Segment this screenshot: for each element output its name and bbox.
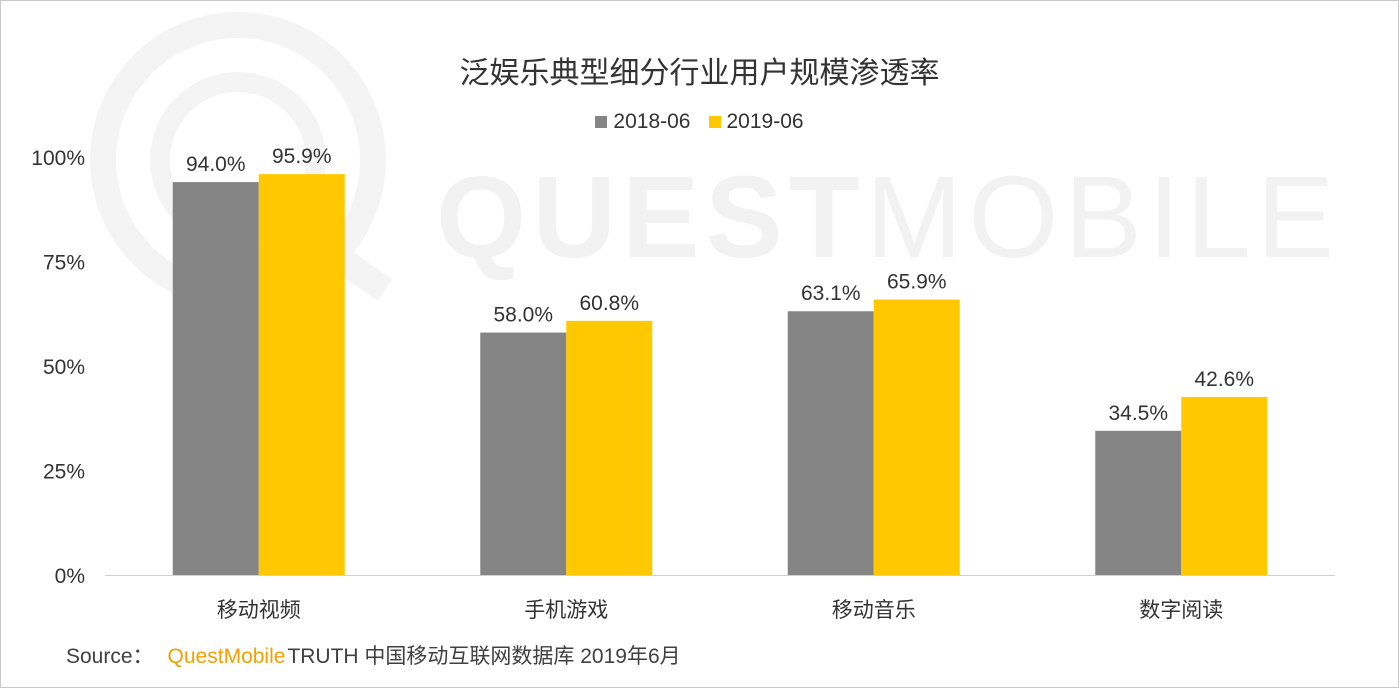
x-tick-label: 数字阅读 (1139, 598, 1223, 622)
x-tick-label: 移动视频 (217, 598, 301, 622)
data-label: 58.0% (493, 304, 553, 327)
legend-item-2019: 2019-06 (708, 110, 804, 134)
bar (787, 311, 874, 575)
data-label: 60.8% (579, 292, 639, 315)
source-brand: QuestMobile (167, 645, 286, 668)
y-tick-label: 50% (43, 356, 85, 379)
legend-label-2019: 2019-06 (726, 110, 804, 133)
data-label: 63.1% (801, 282, 861, 305)
y-tick-label: 100% (31, 147, 85, 170)
legend-swatch-2019 (708, 116, 721, 128)
bar (1181, 396, 1268, 575)
chart-legend: 2018-06 2019-06 (0, 110, 1399, 134)
y-tick-label: 25% (43, 461, 85, 484)
legend-swatch-2018 (595, 116, 608, 128)
legend-label-2018: 2018-06 (613, 110, 691, 133)
y-tick-label: 75% (43, 252, 85, 275)
source-label: Source： (66, 645, 154, 668)
bar (480, 332, 567, 575)
bar (172, 182, 259, 575)
data-label: 95.9% (272, 145, 332, 168)
data-label: 94.0% (186, 153, 246, 176)
bar (566, 320, 653, 575)
bar (258, 174, 345, 575)
chart-title: 泛娱乐典型细分行业用户规模渗透率 (459, 56, 940, 91)
legend-item-2018: 2018-06 (595, 110, 691, 134)
y-tick-label: 0% (55, 565, 85, 588)
bar (1095, 430, 1182, 575)
bar (873, 299, 960, 575)
source-line: Source： QuestMobileTRUTH 中国移动互联网数据库 2019年… (66, 640, 681, 670)
source-text: TRUTH 中国移动互联网数据库 2019年6月 (287, 645, 681, 668)
x-tick-label: 移动音乐 (832, 598, 916, 622)
data-label: 65.9% (887, 271, 947, 294)
data-label: 34.5% (1108, 402, 1168, 425)
data-label: 42.6% (1194, 368, 1254, 391)
x-tick-label: 手机游戏 (524, 598, 608, 622)
